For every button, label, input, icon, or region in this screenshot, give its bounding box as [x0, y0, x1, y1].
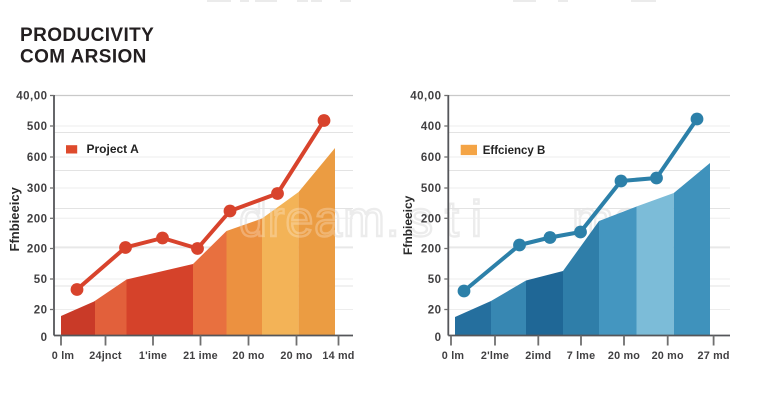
- svg-text:20 mo: 20 mo: [608, 350, 640, 362]
- svg-text:27 md: 27 md: [697, 350, 729, 362]
- svg-text:PRODUCIVITY: PRODUCIVITY: [20, 25, 154, 46]
- svg-text:200: 200: [27, 244, 48, 256]
- svg-text:2'lme: 2'lme: [481, 350, 509, 362]
- svg-text:200: 200: [27, 213, 48, 225]
- svg-text:600: 600: [27, 152, 48, 164]
- svg-text:300: 300: [27, 183, 48, 195]
- svg-text:200: 200: [421, 213, 442, 225]
- svg-text:0: 0: [41, 332, 48, 344]
- svg-text:0 lm: 0 lm: [442, 350, 464, 362]
- svg-text:40,00: 40,00: [410, 91, 441, 103]
- svg-text:400: 400: [421, 121, 442, 133]
- svg-text:0 lm: 0 lm: [52, 350, 74, 362]
- svg-text:14 md: 14 md: [322, 350, 354, 362]
- svg-text:Ffnbieeicy: Ffnbieeicy: [401, 195, 415, 255]
- svg-text:20: 20: [428, 305, 442, 317]
- svg-text:24jnct: 24jnct: [89, 350, 122, 362]
- svg-text:0: 0: [435, 332, 442, 344]
- svg-text:600: 600: [421, 152, 442, 164]
- svg-text:50: 50: [34, 274, 48, 286]
- svg-text:40,00: 40,00: [16, 91, 47, 103]
- svg-text:sti: sti: [408, 191, 494, 247]
- svg-text:COM ARSION: COM ARSION: [20, 47, 147, 68]
- svg-text:20 mo: 20 mo: [280, 350, 312, 362]
- svg-text:Project A: Project A: [87, 142, 140, 156]
- svg-text:20: 20: [34, 305, 48, 317]
- svg-text:7 lme: 7 lme: [567, 350, 596, 362]
- svg-text:Effciency B: Effciency B: [483, 145, 546, 157]
- svg-text:2imd: 2imd: [525, 350, 551, 362]
- svg-text:Ffnbieeicy: Ffnbieeicy: [7, 186, 22, 251]
- svg-text:500: 500: [421, 183, 442, 195]
- svg-text:20 mo: 20 mo: [652, 350, 684, 362]
- svg-text:1'ime: 1'ime: [139, 350, 167, 362]
- svg-text:21 ime: 21 ime: [183, 350, 218, 362]
- svg-text:50: 50: [428, 274, 442, 286]
- svg-text:200: 200: [421, 244, 442, 256]
- svg-text:500: 500: [27, 121, 48, 133]
- svg-text:20 mo: 20 mo: [232, 350, 264, 362]
